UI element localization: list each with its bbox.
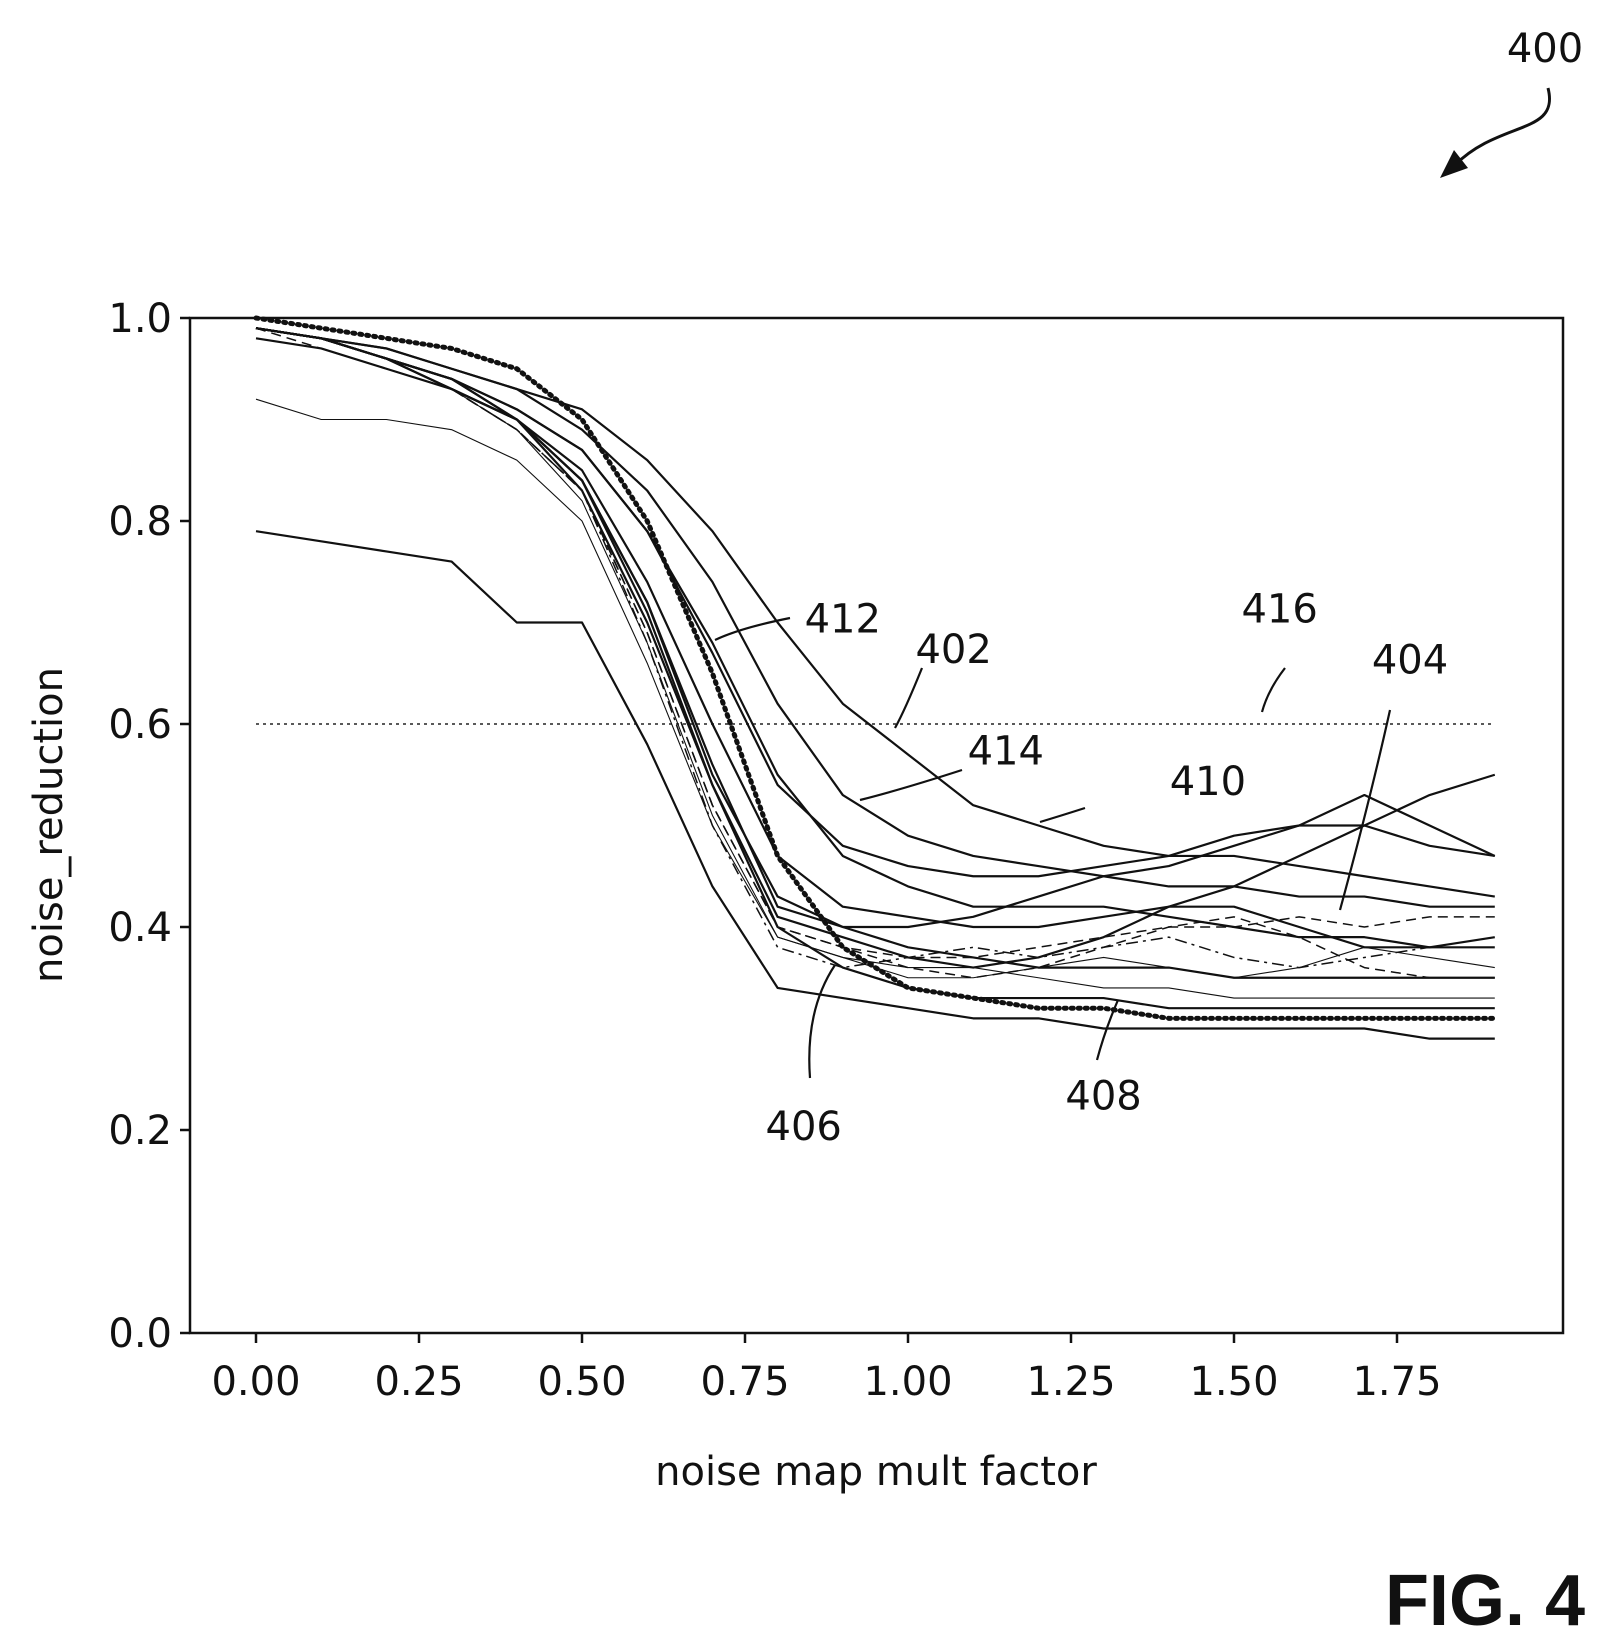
figure-ref-arrowhead bbox=[1440, 150, 1468, 178]
x-axis-ticks: 0.00 0.25 0.50 0.75 1.00 1.25 1.50 1.75 bbox=[211, 1333, 1442, 1405]
leader-line-408 bbox=[1095, 999, 1120, 1061]
x-tick-label: 1.00 bbox=[863, 1359, 952, 1405]
ref-label-404: 404 bbox=[1372, 637, 1448, 683]
ref-label-410: 410 bbox=[1170, 759, 1246, 805]
leader-line-404 bbox=[1338, 709, 1392, 911]
series-line-412 bbox=[255, 327, 1495, 908]
y-tick-label: 0.6 bbox=[108, 702, 172, 748]
ref-label-412: 412 bbox=[805, 597, 881, 643]
x-tick-label: 1.50 bbox=[1189, 1359, 1278, 1405]
leader-line-406 bbox=[808, 964, 836, 1079]
series-line-406 bbox=[255, 327, 1495, 1010]
series-line-13 bbox=[255, 327, 1495, 979]
ref-label-414: 414 bbox=[968, 729, 1044, 775]
series-line-414 bbox=[255, 327, 1495, 878]
series-line-8 bbox=[255, 398, 1495, 999]
figure-label: FIG. 4 bbox=[1385, 1561, 1585, 1641]
ref-label-416: 416 bbox=[1241, 587, 1317, 633]
y-tick-label: 0.0 bbox=[108, 1311, 172, 1357]
ref-label-402: 402 bbox=[915, 627, 991, 673]
ref-label-406: 406 bbox=[766, 1104, 842, 1150]
series-line-11 bbox=[255, 337, 1496, 929]
y-tick-label: 0.2 bbox=[108, 1108, 172, 1154]
leader-line-416 bbox=[1260, 667, 1286, 713]
leader-line-414 bbox=[859, 768, 963, 802]
series-line-15 bbox=[255, 327, 1495, 959]
annotation-layer: 402 404 406 408 410 412 414 416 bbox=[714, 587, 1448, 1150]
x-tick-label: 0.25 bbox=[374, 1359, 463, 1405]
x-tick-label: 0.75 bbox=[700, 1359, 789, 1405]
leader-line-412 bbox=[714, 616, 791, 641]
figure-ref-arrow bbox=[1453, 87, 1551, 167]
leader-line-402 bbox=[894, 667, 924, 729]
ref-label-408: 408 bbox=[1065, 1074, 1141, 1120]
y-tick-label: 1.0 bbox=[108, 296, 172, 342]
series-line-10 bbox=[255, 327, 1495, 979]
x-tick-label: 1.75 bbox=[1352, 1359, 1441, 1405]
x-axis-label: noise map mult factor bbox=[655, 1449, 1097, 1495]
plot-frame bbox=[188, 316, 1565, 1335]
series-line-408 bbox=[253, 315, 1498, 1021]
y-tick-label: 0.4 bbox=[108, 905, 172, 951]
series-line-14 bbox=[255, 327, 1495, 979]
y-tick-label: 0.8 bbox=[108, 499, 172, 545]
y-axis-label: noise_reduction bbox=[26, 667, 72, 983]
x-tick-label: 0.00 bbox=[211, 1359, 300, 1405]
y-axis-ticks: 0.0 0.2 0.4 0.6 0.8 1.0 bbox=[108, 296, 190, 1357]
x-tick-label: 1.25 bbox=[1026, 1359, 1115, 1405]
x-tick-label: 0.50 bbox=[537, 1359, 626, 1405]
series-layer bbox=[253, 315, 1498, 1040]
series-line-7 bbox=[255, 530, 1495, 1040]
leader-line-410 bbox=[1039, 806, 1086, 824]
figure-ref-number: 400 bbox=[1507, 26, 1583, 72]
